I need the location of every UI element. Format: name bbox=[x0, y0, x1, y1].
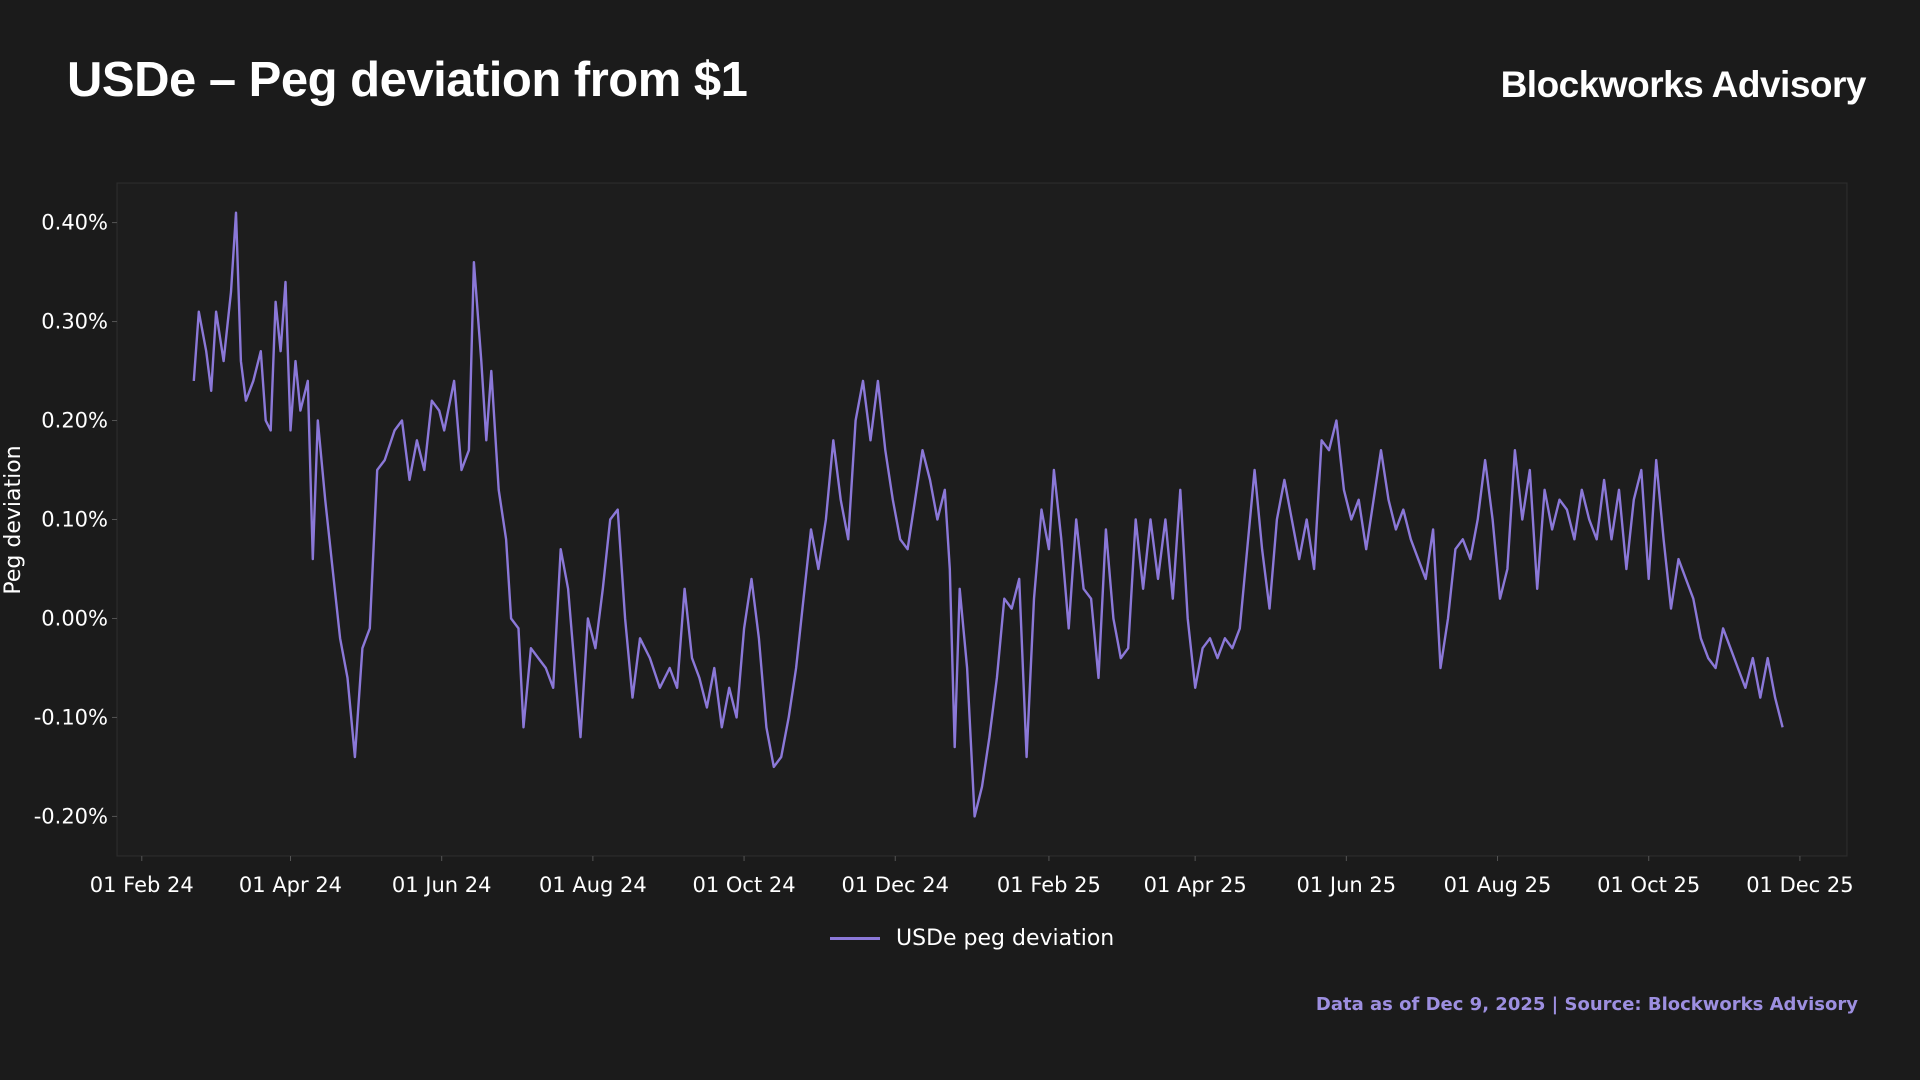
series-line-usde-peg-deviation bbox=[192, 211, 1784, 818]
legend: USDe peg deviation bbox=[830, 926, 1114, 951]
y-tick-label: 0.10% bbox=[41, 508, 108, 532]
x-tick-label: 01 Jun 25 bbox=[1297, 873, 1397, 897]
y-tick-label: 0.30% bbox=[41, 310, 108, 334]
legend-label: USDe peg deviation bbox=[896, 926, 1115, 951]
x-tick-label: 01 Jun 24 bbox=[392, 873, 492, 897]
chart-title: USDe – Peg deviation from $1 bbox=[67, 53, 748, 107]
x-tick-label: 01 Aug 25 bbox=[1444, 873, 1552, 897]
x-axis: 01 Feb 24 01 Apr 24 01 Jun 24 01 Aug 24 01 O… bbox=[90, 856, 1854, 897]
x-tick-label: 01 Apr 24 bbox=[239, 873, 342, 897]
x-tick-label: 01 Aug 24 bbox=[539, 873, 647, 897]
x-tick-label: 01 Oct 24 bbox=[693, 873, 796, 897]
y-tick-label: 0.20% bbox=[41, 409, 108, 433]
x-tick-label: 01 Dec 25 bbox=[1746, 873, 1853, 897]
y-tick-label: 0.00% bbox=[41, 606, 108, 630]
x-tick-label: 01 Feb 24 bbox=[90, 873, 194, 897]
y-axis-label: Peg deviation bbox=[1, 445, 26, 594]
y-tick-label: -0.10% bbox=[34, 705, 108, 729]
source-note: Data as of Dec 9, 2025 | Source: Blockwo… bbox=[1315, 994, 1858, 1015]
y-tick-label: -0.20% bbox=[34, 804, 108, 828]
plot-area bbox=[116, 182, 1848, 857]
x-tick-label: 01 Oct 25 bbox=[1597, 873, 1700, 897]
x-tick-label: 01 Apr 25 bbox=[1144, 873, 1247, 897]
brand-logo-text: Blockworks Advisory bbox=[1500, 64, 1867, 105]
y-tick-label: 0.40% bbox=[41, 211, 108, 235]
legend-swatch bbox=[830, 937, 880, 940]
x-tick-label: 01 Dec 24 bbox=[842, 873, 949, 897]
y-axis: 0.40% 0.30% 0.20% 0.10% 0.00% -0.10% -0.20% bbox=[34, 211, 117, 828]
x-tick-label: 01 Feb 25 bbox=[997, 873, 1101, 897]
